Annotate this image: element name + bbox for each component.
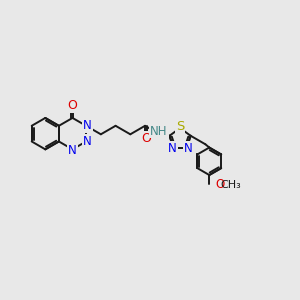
- Text: S: S: [176, 120, 184, 133]
- Text: N: N: [83, 119, 92, 132]
- Text: N: N: [168, 142, 177, 155]
- Text: O: O: [68, 99, 77, 112]
- Text: CH₃: CH₃: [220, 180, 241, 190]
- Text: N: N: [68, 144, 77, 157]
- Text: O: O: [142, 132, 152, 145]
- Text: O: O: [215, 178, 224, 191]
- Text: N: N: [83, 135, 92, 148]
- Text: N: N: [184, 142, 192, 155]
- Text: NH: NH: [150, 124, 168, 137]
